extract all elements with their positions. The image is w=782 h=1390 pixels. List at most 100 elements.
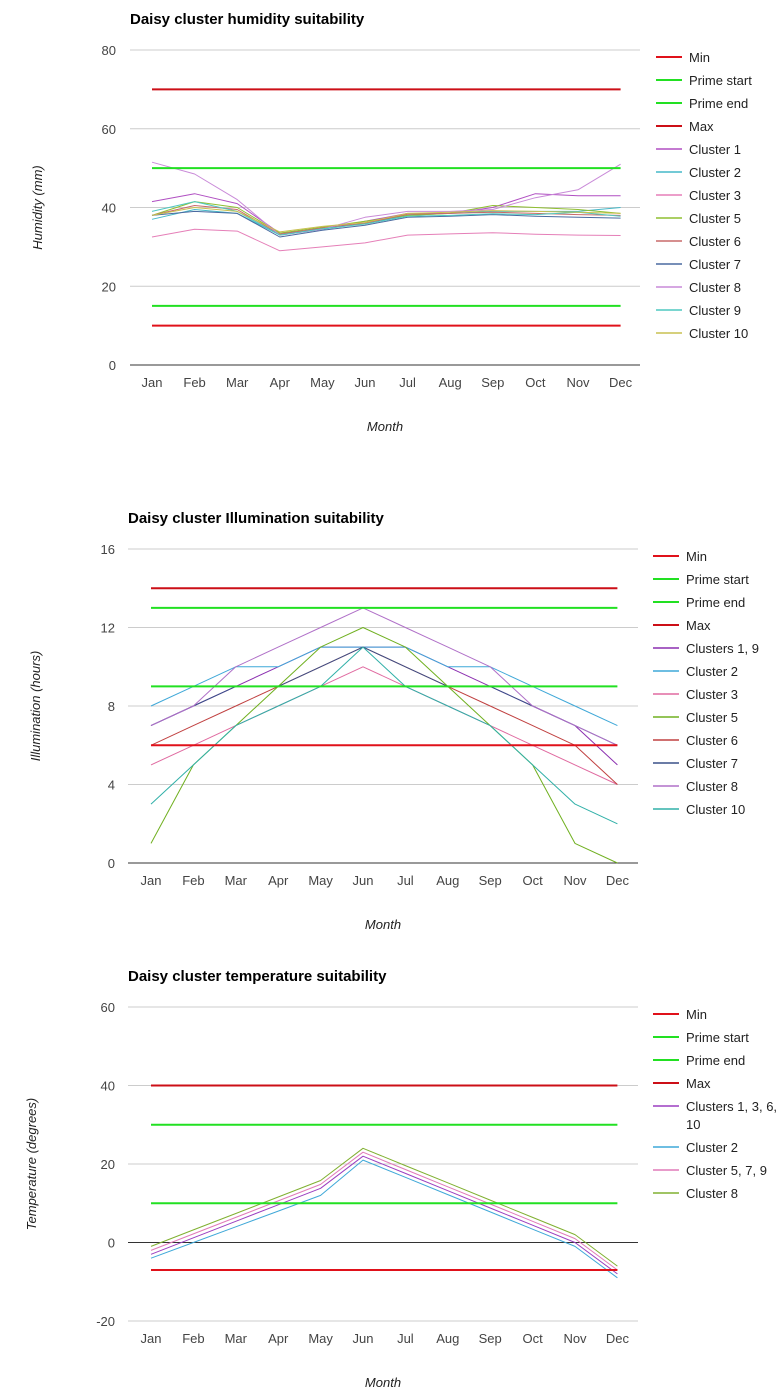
series-line (150, 666, 618, 785)
series-line (150, 646, 618, 785)
legend-label: Cluster 1 (689, 142, 741, 157)
legend-label: Prime start (686, 1030, 749, 1045)
legend-label: Cluster 2 (686, 664, 738, 679)
series-line (151, 210, 621, 238)
y-tick-label: 0 (108, 1236, 115, 1251)
series-line (150, 646, 618, 825)
legend-label: Min (686, 1007, 707, 1022)
legend-label: Cluster 7 (686, 756, 738, 771)
x-tick-label: Jan (141, 873, 162, 888)
legend-label: Cluster 2 (689, 165, 741, 180)
legend-label: Cluster 7 (689, 257, 741, 272)
y-tick-label: -20 (96, 1314, 115, 1329)
x-axis-label: Month (365, 917, 401, 932)
legend-label: Min (689, 50, 710, 65)
y-tick-label: 8 (108, 699, 115, 714)
y-tick-label: 40 (102, 201, 116, 216)
x-tick-label: Nov (566, 375, 590, 390)
x-tick-label: Dec (606, 873, 630, 888)
y-tick-label: 40 (101, 1079, 115, 1094)
x-tick-label: May (308, 873, 333, 888)
legend-label: Clusters 1, 3, 6, (686, 1099, 777, 1114)
y-tick-label: 60 (102, 122, 116, 137)
series-line (150, 1147, 618, 1267)
x-tick-label: Mar (226, 375, 249, 390)
series-line (151, 201, 621, 236)
temperature-chart: Daisy cluster temperature suitability -20… (24, 968, 777, 1390)
legend-label: Cluster 5, 7, 9 (686, 1163, 767, 1178)
legend-label: Max (686, 1076, 711, 1091)
legend-label: 10 (686, 1117, 700, 1132)
legend-label: Clusters 1, 9 (686, 641, 759, 656)
x-axis-label: Month (367, 419, 403, 434)
legend-label: Cluster 5 (686, 710, 738, 725)
legend-label: Cluster 8 (689, 280, 741, 295)
x-tick-label: Aug (436, 873, 459, 888)
x-tick-label: Oct (525, 375, 546, 390)
humidity-chart: Daisy cluster humidity suitability 0 20 40 6… (30, 11, 752, 434)
legend-label: Prime start (689, 73, 752, 88)
series-line (151, 205, 621, 235)
x-tick-label: Jul (399, 375, 416, 390)
x-tick-label: Jun (353, 873, 374, 888)
series-line (151, 193, 621, 234)
x-tick-label: Nov (563, 1331, 587, 1346)
x-tick-label: Mar (225, 873, 248, 888)
legend-label: Min (686, 549, 707, 564)
y-tick-label: 20 (102, 279, 116, 294)
y-tick-label: 0 (108, 856, 115, 871)
x-tick-label: Feb (183, 375, 205, 390)
x-axis-label: Month (365, 1375, 401, 1390)
x-tick-label: Sep (479, 1331, 502, 1346)
x-tick-label: Jul (397, 873, 414, 888)
x-tick-label: Jul (397, 1331, 414, 1346)
legend-label: Cluster 10 (689, 326, 748, 341)
x-tick-label: May (310, 375, 335, 390)
x-tick-label: Sep (481, 375, 504, 390)
y-tick-label: 20 (101, 1157, 115, 1172)
legend-label: Cluster 9 (689, 303, 741, 318)
legend-label: Max (689, 119, 714, 134)
legend-label: Cluster 10 (686, 802, 745, 817)
x-tick-label: Oct (522, 1331, 543, 1346)
chart-title: Daisy cluster temperature suitability (128, 968, 387, 985)
y-tick-label: 16 (101, 542, 115, 557)
x-tick-label: Jun (353, 1331, 374, 1346)
series-line (150, 1159, 618, 1279)
series-line (150, 646, 618, 727)
x-tick-label: Jan (142, 375, 163, 390)
legend-label: Cluster 3 (689, 188, 741, 203)
x-tick-label: Jun (355, 375, 376, 390)
x-tick-label: Dec (609, 375, 633, 390)
series-line (150, 646, 618, 746)
y-axis-label: Humidity (mm) (30, 165, 45, 250)
legend-label: Max (686, 618, 711, 633)
y-tick-label: 60 (101, 1000, 115, 1015)
series-line (150, 607, 618, 746)
legend-label: Prime end (686, 1053, 745, 1068)
chart-title: Daisy cluster humidity suitability (130, 11, 365, 28)
y-tick-label: 0 (109, 358, 116, 373)
x-tick-label: Mar (225, 1331, 248, 1346)
legend-label: Prime start (686, 572, 749, 587)
x-tick-label: Nov (563, 873, 587, 888)
y-axis-label: Illumination (hours) (28, 651, 43, 762)
x-tick-label: Apr (268, 873, 289, 888)
legend-label: Cluster 6 (686, 733, 738, 748)
y-tick-label: 80 (102, 43, 116, 58)
legend-label: Cluster 5 (689, 211, 741, 226)
x-tick-label: Jan (141, 1331, 162, 1346)
series-line (150, 1151, 618, 1271)
y-tick-label: 12 (101, 621, 115, 636)
x-tick-label: Feb (182, 873, 204, 888)
x-tick-label: Dec (606, 1331, 630, 1346)
series-line (151, 207, 621, 233)
x-tick-label: Apr (268, 1331, 289, 1346)
legend-label: Cluster 8 (686, 779, 738, 794)
legend-label: Cluster 2 (686, 1140, 738, 1155)
legend-label: Cluster 8 (686, 1186, 738, 1201)
y-axis-label: Temperature (degrees) (24, 1098, 39, 1230)
series-line (151, 228, 621, 252)
legend-label: Cluster 6 (689, 234, 741, 249)
chart-title: Daisy cluster Illumination suitability (128, 510, 385, 527)
